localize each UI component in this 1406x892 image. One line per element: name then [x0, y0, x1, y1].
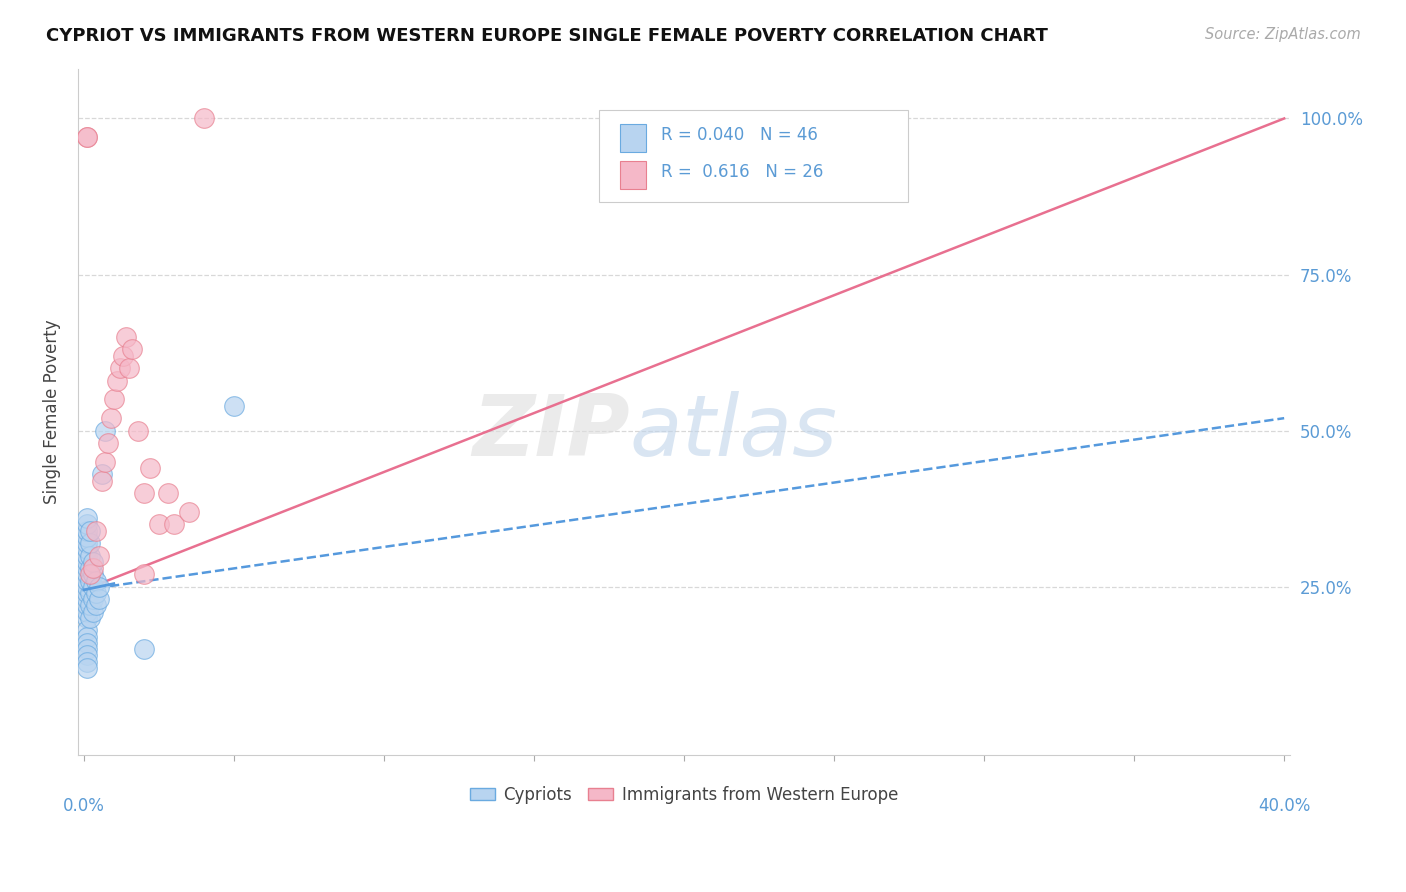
Point — [82, 555, 104, 569]
Point — [76, 549, 98, 563]
Point — [76, 561, 98, 575]
Point — [156, 486, 179, 500]
Point — [90, 467, 112, 482]
Point — [76, 611, 98, 625]
Point — [76, 586, 98, 600]
Point — [76, 130, 98, 145]
Point — [100, 411, 122, 425]
Point — [76, 524, 98, 538]
FancyBboxPatch shape — [620, 161, 647, 189]
Point — [76, 530, 98, 544]
Point — [177, 505, 200, 519]
Point — [90, 474, 112, 488]
Point — [76, 542, 98, 557]
Point — [97, 436, 120, 450]
Text: R =  0.616   N = 26: R = 0.616 N = 26 — [661, 162, 824, 180]
Point — [76, 636, 98, 650]
Point — [76, 517, 98, 532]
Text: 0.0%: 0.0% — [63, 797, 104, 814]
Point — [76, 648, 98, 663]
Point — [84, 586, 107, 600]
Text: atlas: atlas — [630, 391, 838, 474]
Point — [79, 549, 101, 563]
FancyBboxPatch shape — [620, 124, 647, 152]
Point — [163, 517, 186, 532]
Point — [76, 655, 98, 669]
Point — [79, 599, 101, 613]
Point — [76, 624, 98, 638]
Point — [127, 424, 149, 438]
Point — [76, 580, 98, 594]
Point — [84, 574, 107, 588]
Point — [82, 561, 104, 575]
Point — [76, 605, 98, 619]
Point — [132, 642, 155, 657]
Point — [76, 642, 98, 657]
Point — [193, 112, 215, 126]
Point — [118, 361, 141, 376]
Point — [79, 574, 101, 588]
Point — [76, 567, 98, 582]
Point — [108, 361, 131, 376]
Point — [79, 586, 101, 600]
Point — [139, 461, 162, 475]
Point — [103, 392, 125, 407]
Point — [82, 605, 104, 619]
Point — [76, 130, 98, 145]
Text: 40.0%: 40.0% — [1258, 797, 1310, 814]
Point — [76, 511, 98, 525]
Point — [84, 524, 107, 538]
Point — [76, 555, 98, 569]
FancyBboxPatch shape — [599, 110, 908, 202]
Point — [82, 567, 104, 582]
Point — [82, 592, 104, 607]
Point — [222, 399, 245, 413]
Point — [84, 599, 107, 613]
Point — [76, 630, 98, 644]
Point — [87, 580, 110, 594]
Point — [94, 455, 117, 469]
Text: R = 0.040   N = 46: R = 0.040 N = 46 — [661, 126, 818, 144]
Point — [132, 567, 155, 582]
Point — [82, 580, 104, 594]
Point — [105, 374, 128, 388]
Text: Source: ZipAtlas.com: Source: ZipAtlas.com — [1205, 27, 1361, 42]
Point — [76, 599, 98, 613]
Point — [121, 343, 143, 357]
Text: CYPRIOT VS IMMIGRANTS FROM WESTERN EUROPE SINGLE FEMALE POVERTY CORRELATION CHAR: CYPRIOT VS IMMIGRANTS FROM WESTERN EUROP… — [46, 27, 1049, 45]
Point — [111, 349, 134, 363]
Point — [76, 592, 98, 607]
Text: ZIP: ZIP — [472, 391, 630, 474]
Point — [87, 549, 110, 563]
Y-axis label: Single Female Poverty: Single Female Poverty — [44, 319, 60, 504]
Point — [132, 486, 155, 500]
Point — [87, 592, 110, 607]
Legend: Cypriots, Immigrants from Western Europe: Cypriots, Immigrants from Western Europe — [463, 779, 905, 810]
Point — [79, 561, 101, 575]
Point — [114, 330, 136, 344]
Point — [76, 536, 98, 550]
Point — [79, 524, 101, 538]
Point — [76, 661, 98, 675]
Point — [79, 567, 101, 582]
Point — [79, 611, 101, 625]
Point — [94, 424, 117, 438]
Point — [148, 517, 170, 532]
Point — [79, 536, 101, 550]
Point — [76, 574, 98, 588]
